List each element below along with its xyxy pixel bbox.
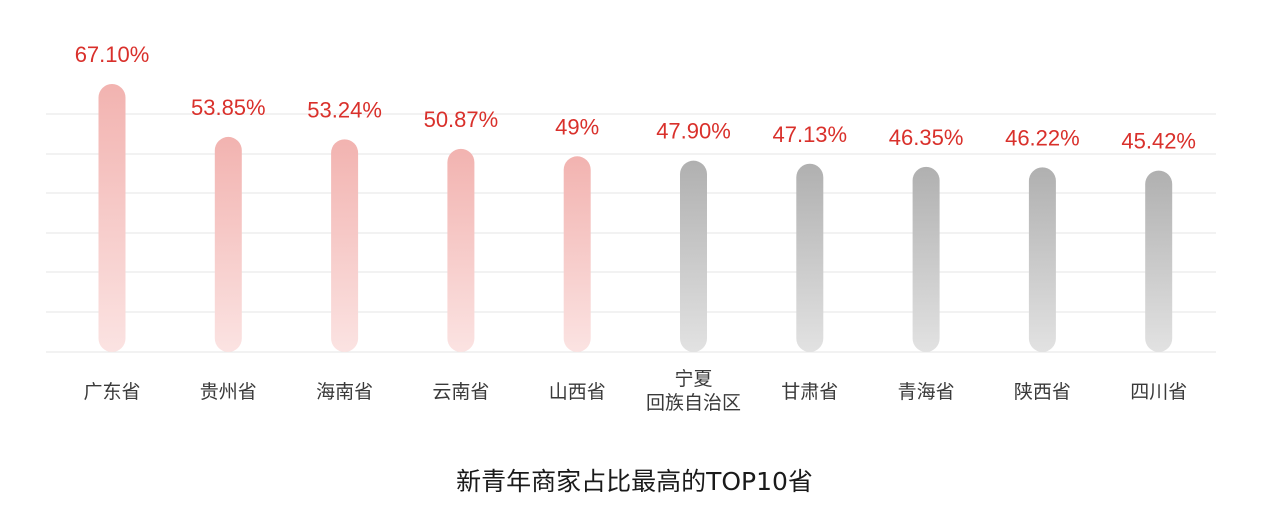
chart-title: 新青年商家占比最高的TOP10省 (456, 467, 813, 496)
category-label: 云南省 (432, 381, 489, 403)
category-label: 山西省 (549, 381, 606, 403)
bar (912, 166, 940, 352)
data-label: 53.24% (307, 97, 382, 122)
data-label: 46.35% (889, 125, 964, 150)
data-label: 47.13% (772, 122, 847, 147)
data-label: 49% (555, 114, 599, 139)
category-label: 贵州省 (200, 381, 257, 403)
category-labels: 广东省 贵州省 海南省 云南省 山西省 宁夏回族自治区 甘肃省 青海省 陕西省 四川省 (83, 368, 1187, 414)
bar (447, 148, 475, 352)
data-label: 46.22% (1005, 125, 1080, 150)
category-label: 陕西省 (1014, 381, 1071, 403)
category-label: 青海省 (898, 381, 955, 403)
category-label: 甘肃省 (781, 381, 838, 403)
category-label: 广东省 (83, 381, 140, 403)
bar (214, 136, 242, 352)
data-label: 45.42% (1121, 129, 1196, 154)
data-label: 67.10% (75, 42, 150, 67)
bar (563, 156, 591, 352)
bar (680, 160, 707, 352)
bar (331, 139, 359, 352)
data-label: 50.87% (424, 107, 499, 132)
bar (1028, 167, 1056, 352)
data-label: 47.90% (656, 119, 731, 144)
data-label: 53.85% (191, 95, 266, 120)
bar (98, 84, 126, 352)
value-labels: 67.10% 53.85% 53.24% 50.87% 49% 47.90% 47.13% 4… (75, 42, 1196, 154)
bar (796, 163, 824, 352)
bar (1145, 170, 1173, 352)
bars (98, 84, 1173, 352)
category-label: 四川省 (1130, 381, 1187, 403)
category-label: 宁夏回族自治区 (646, 368, 741, 414)
category-label: 海南省 (316, 381, 373, 403)
